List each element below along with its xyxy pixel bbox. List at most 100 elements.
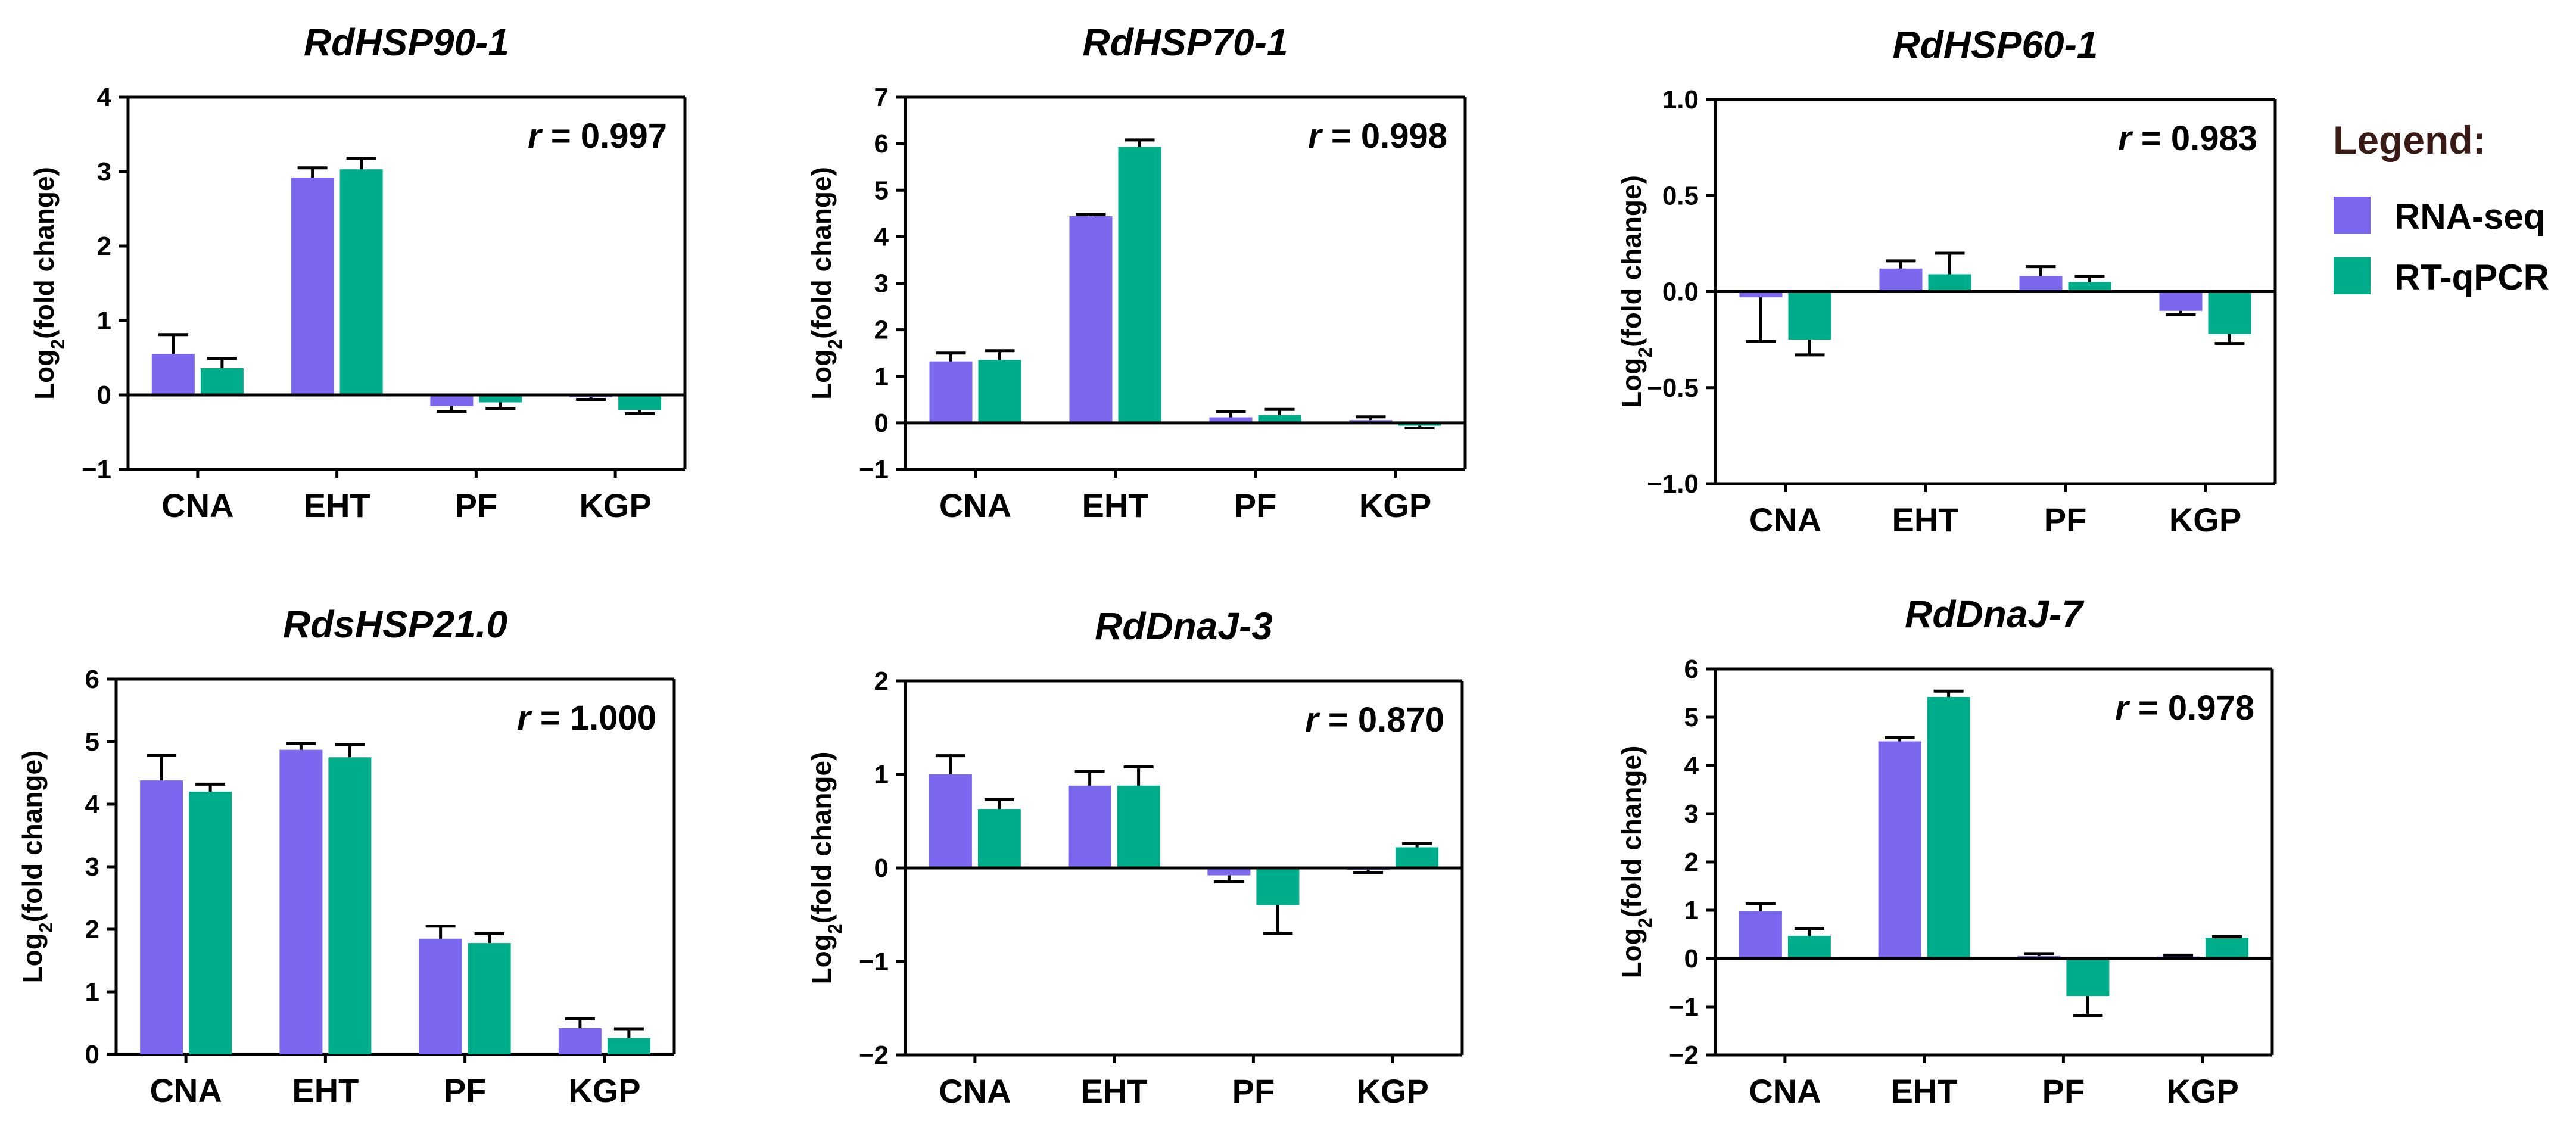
bar-rnaseq-cna — [140, 780, 183, 1054]
legend-label-rtqpcr: RT-qPCR — [2394, 257, 2549, 297]
x-tick-label: KGP — [568, 1072, 640, 1109]
y-axis-label-part: (fold change) — [806, 752, 837, 924]
y-tick-label: 4 — [97, 83, 112, 112]
bar-rnaseq-cna — [929, 361, 973, 423]
bar-rtqpcr-kgp — [1396, 847, 1439, 868]
y-tick-label: −1 — [1669, 992, 1699, 1022]
bar-rtqpcr-eht — [1928, 274, 1971, 292]
y-tick-label: 1.0 — [1662, 85, 1699, 114]
x-tick-label: PF — [2042, 1072, 2085, 1110]
correlation-symbol: r — [517, 699, 540, 737]
x-tick-label: KGP — [2166, 1072, 2238, 1110]
y-axis-label-part: Log — [1616, 928, 1647, 978]
y-axis-label-part: (fold change) — [806, 167, 837, 339]
x-tick-label: EHT — [1082, 487, 1149, 524]
y-axis-label: Log2(fold change) — [806, 752, 846, 985]
y-tick-label: 4 — [1684, 751, 1699, 780]
bar-rnaseq-eht — [1068, 785, 1111, 868]
x-tick-label: PF — [2044, 501, 2087, 539]
correlation-symbol: r — [528, 117, 551, 155]
correlation-label: r = 0.978 — [2115, 689, 2254, 727]
correlation-symbol: r — [1308, 117, 1331, 155]
bar-rtqpcr-eht — [339, 169, 383, 395]
y-tick-label: 1 — [85, 978, 99, 1007]
bar-rnaseq-cna — [1739, 911, 1782, 958]
y-axis-label-part: (fold change) — [29, 167, 60, 339]
bar-rtqpcr-pf — [2066, 958, 2110, 997]
y-axis-label-subscript: 2 — [1634, 347, 1656, 358]
correlation-label: r = 0.997 — [528, 117, 667, 155]
y-tick-label: 0.5 — [1662, 181, 1699, 210]
x-tick-label: KGP — [2169, 501, 2241, 539]
y-tick-label: 0.0 — [1662, 278, 1699, 307]
x-tick-label: KGP — [1359, 487, 1431, 524]
legend-label-rnaseq: RNA-seq — [2394, 197, 2545, 236]
x-tick-label: EHT — [1892, 501, 1959, 539]
y-axis-label-part: Log — [806, 934, 837, 984]
bar-rtqpcr-cna — [1787, 935, 1831, 958]
y-tick-label: 0 — [85, 1040, 99, 1069]
y-axis-label: Log2(fold change) — [1616, 746, 1656, 979]
y-axis-label-subscript: 2 — [47, 339, 68, 350]
bar-rnaseq-kgp — [558, 1028, 602, 1054]
chart-title: RdsHSP21.0 — [283, 603, 507, 646]
bar-rnaseq-pf — [1209, 417, 1253, 423]
y-tick-label: −2 — [1669, 1041, 1699, 1070]
y-axis-label-part: Log — [17, 933, 48, 983]
y-tick-label: 0 — [97, 381, 111, 410]
bar-rnaseq-eht — [291, 178, 334, 395]
bar-rnaseq-pf — [430, 395, 474, 406]
y-axis-label-subscript: 2 — [824, 339, 846, 350]
correlation-symbol: r — [1305, 701, 1328, 739]
y-tick-label: −1.0 — [1647, 469, 1699, 499]
y-axis-label: Log2(fold change) — [1616, 175, 1656, 408]
bar-rtqpcr-cna — [200, 368, 244, 395]
x-tick-label: CNA — [1749, 1072, 1821, 1110]
correlation-label: r = 0.983 — [2118, 119, 2257, 158]
y-axis-label-part: (fold change) — [17, 751, 48, 923]
correlation-value: = 0.998 — [1331, 117, 1447, 155]
correlation-label: r = 0.870 — [1305, 701, 1444, 739]
x-tick-label: KGP — [1356, 1072, 1428, 1110]
y-axis-label-part: Log — [1616, 358, 1647, 408]
y-tick-label: 2 — [85, 915, 99, 944]
bar-rtqpcr-kgp — [607, 1038, 650, 1054]
bar-rtqpcr-cna — [189, 792, 232, 1054]
y-tick-label: 5 — [1684, 703, 1699, 732]
bar-rtqpcr-eht — [1117, 785, 1160, 868]
y-tick-label: 1 — [1684, 896, 1699, 925]
y-axis-label: Log2(fold change) — [17, 751, 57, 983]
bar-rnaseq-eht — [1879, 268, 1923, 292]
x-tick-label: CNA — [161, 487, 233, 524]
chart-panel-3: RdHSP60-1 r = 0.983 −1.0 −0.5 0.0 0.5 1.0 Log2(… — [1616, 23, 2277, 539]
x-tick-label: CNA — [1749, 501, 1821, 539]
bar-rnaseq-cna — [151, 354, 195, 395]
bar-rnaseq-cna — [929, 774, 972, 868]
y-tick-label: 0 — [874, 854, 889, 883]
y-tick-label: 4 — [874, 222, 889, 251]
y-tick-label: 6 — [85, 665, 99, 694]
y-tick-label: 2 — [1684, 848, 1699, 877]
y-axis-label-part: (fold change) — [1616, 746, 1647, 918]
y-axis-label: Log2(fold change) — [806, 167, 846, 400]
bar-rtqpcr-pf — [1256, 868, 1300, 905]
y-axis-label-subscript: 2 — [824, 923, 846, 934]
y-tick-label: 3 — [1684, 799, 1699, 829]
chart-title: RdDnaJ-7 — [1905, 593, 2085, 636]
correlation-value: = 0.870 — [1328, 701, 1444, 739]
x-tick-label: PF — [1232, 1072, 1275, 1110]
bar-rnaseq-eht — [1069, 216, 1113, 423]
y-tick-label: 6 — [1684, 655, 1699, 684]
y-tick-label: 2 — [97, 232, 111, 261]
bar-rnaseq-pf — [2019, 276, 2063, 292]
bar-rtqpcr-pf — [479, 395, 522, 403]
x-tick-label: EHT — [292, 1072, 359, 1109]
legend-title: Legend: — [2333, 118, 2486, 162]
y-axis-label: Log2(fold change) — [29, 167, 68, 400]
